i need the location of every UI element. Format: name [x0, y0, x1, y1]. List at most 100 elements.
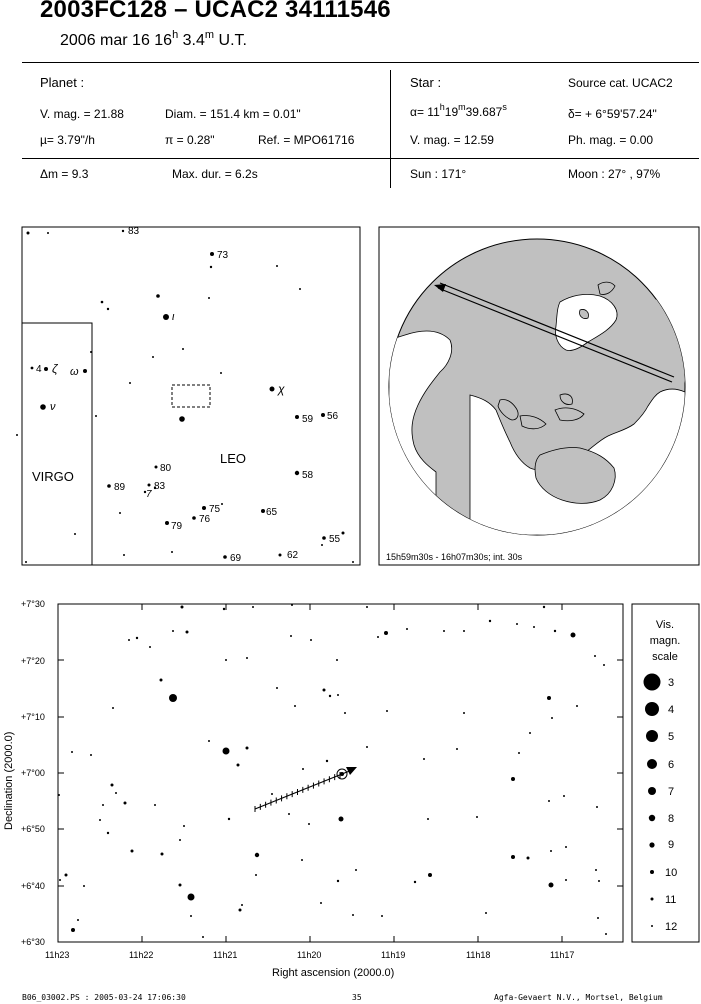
detail-star	[413, 880, 417, 884]
finder-star	[83, 369, 87, 373]
detail-star	[149, 646, 151, 648]
finder-star	[322, 536, 326, 540]
star-label-56: 56	[327, 411, 339, 422]
detail-star	[548, 882, 554, 888]
finder-star	[179, 416, 185, 422]
scale-mag-4: 4	[668, 704, 674, 716]
japan-islands	[579, 281, 616, 319]
star-label-chi: χ	[277, 382, 285, 396]
finder-chart: LEO VIRGO 83 73 ι χ 4 ζ ω ν 59 56 80 58 …	[16, 226, 361, 566]
detail-chart: +7°30 +7°20 +7°10 +7°00 +6°50 +6°40 +6°3…	[3, 599, 624, 979]
finder-star	[154, 465, 158, 469]
star-label-89: 89	[114, 482, 126, 493]
detail-star	[225, 659, 227, 661]
x-tick-label-2: 11h21	[213, 950, 237, 960]
finder-star	[278, 553, 282, 557]
finder-star	[209, 265, 213, 269]
star-label-73: 73	[217, 250, 229, 261]
detail-star	[594, 655, 596, 657]
finder-star	[165, 521, 169, 525]
detail-star	[533, 626, 535, 628]
scale-dot	[646, 730, 658, 742]
finder-stars	[16, 229, 354, 563]
finder-star	[106, 307, 110, 311]
detail-star	[255, 874, 257, 876]
detail-star	[222, 747, 230, 755]
detail-star	[135, 636, 139, 640]
asteroid-path	[254, 767, 357, 812]
star-label-58: 58	[302, 470, 314, 481]
detail-star	[172, 630, 174, 632]
detail-star	[227, 817, 231, 821]
detail-star	[576, 705, 578, 707]
finder-star	[163, 314, 169, 320]
finder-star	[153, 486, 157, 490]
detail-star	[310, 639, 312, 641]
finder-star	[269, 386, 275, 392]
finder-star	[221, 503, 223, 505]
max-duration: Max. dur. = 6.2s	[172, 167, 258, 181]
detail-star	[178, 883, 182, 887]
detail-star	[130, 849, 134, 853]
finder-star	[107, 484, 111, 488]
finder-star	[74, 533, 76, 535]
star-label-75: 75	[209, 504, 221, 515]
scale-dot	[649, 842, 655, 848]
detail-star	[605, 933, 607, 935]
planet-motion: µ= 3.79"/h	[40, 133, 95, 147]
detail-star	[337, 694, 339, 696]
scale-mag-9: 9	[668, 839, 674, 851]
star-label-iota: ι	[172, 311, 175, 323]
planet-parallax: π = 0.28"	[165, 133, 215, 147]
finder-star	[352, 561, 354, 563]
finder-star	[152, 356, 154, 358]
detail-star	[328, 694, 332, 698]
finder-star	[40, 404, 46, 410]
planet-diameter: Diam. = 151.4 km = 0.01"	[165, 107, 301, 121]
detail-star	[336, 879, 340, 883]
y-tick-label-4: +6°50	[21, 824, 45, 834]
finder-chart-frame	[21, 226, 361, 566]
finder-star	[44, 367, 48, 371]
star-label-76: 76	[199, 514, 211, 525]
star-label-zeta: ζ	[52, 362, 59, 376]
y-tick-label-0: +7°30	[21, 599, 45, 609]
y-tick-label-6: +6°30	[21, 937, 45, 947]
scale-title-line-1: Vis.	[656, 619, 674, 631]
finder-star	[90, 351, 92, 353]
finder-star	[171, 551, 173, 553]
scale-title-line-2: magn.	[650, 635, 681, 647]
finder-star	[30, 366, 34, 370]
detail-star	[406, 628, 408, 630]
star-label-omega: ω	[70, 366, 79, 378]
detail-star	[246, 657, 248, 659]
detail-star	[366, 606, 368, 608]
finder-star	[16, 434, 18, 436]
star-label-69: 69	[230, 553, 242, 564]
delta-magnitude: Δm = 9.3	[40, 167, 89, 181]
detail-star	[271, 793, 273, 795]
finder-star	[295, 415, 299, 419]
finder-star	[208, 297, 210, 299]
constellation-boundary	[22, 322, 93, 565]
star-label-4: 4	[36, 364, 42, 375]
detail-star	[294, 705, 296, 707]
star-label-7: 7	[146, 489, 152, 500]
detail-star	[485, 912, 487, 914]
detail-star	[563, 795, 565, 797]
detail-star	[427, 818, 429, 820]
scale-mag-3: 3	[668, 677, 674, 689]
finder-star	[100, 300, 104, 304]
detail-star	[179, 839, 181, 841]
x-tick-label-6: 11h17	[550, 950, 574, 960]
planet-heading: Planet :	[40, 75, 85, 90]
star-source-catalog: Source cat. UCAC2	[568, 76, 673, 90]
finder-star	[182, 348, 184, 350]
detail-star	[245, 746, 249, 750]
finder-star	[119, 512, 121, 514]
detail-star	[169, 694, 177, 702]
detail-star	[291, 604, 293, 606]
finder-star	[223, 555, 227, 559]
detail-star	[550, 850, 552, 852]
detail-star	[208, 740, 210, 742]
